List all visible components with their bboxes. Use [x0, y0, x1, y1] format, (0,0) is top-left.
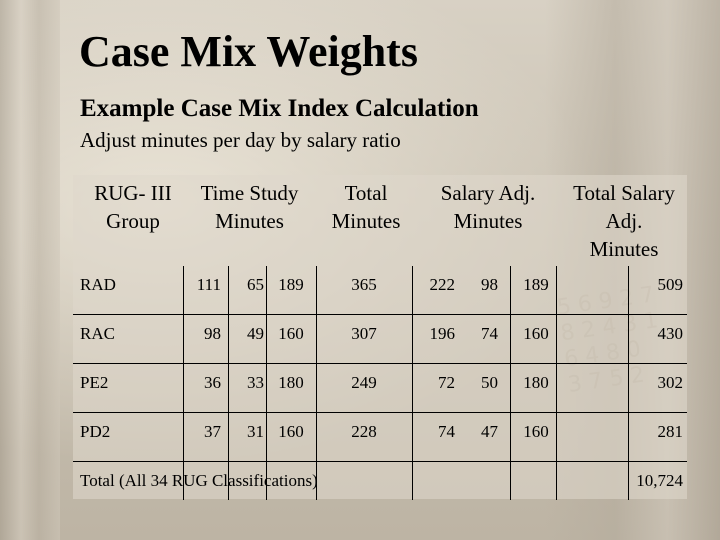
cell-time-study-3: 189	[278, 275, 304, 294]
table-panel	[73, 175, 687, 499]
cell-salary-adj-1: 196	[429, 324, 456, 343]
cell-salary-adj-3: 180	[523, 373, 549, 392]
grid-hline-0	[73, 314, 687, 315]
cell-total-salary-adj: 509	[657, 275, 684, 294]
data-table-grid	[73, 266, 687, 500]
header-time-study-minutes: Time Study Minutes	[200, 181, 299, 233]
grid-hline-3	[73, 461, 687, 462]
cell-time-study-1: 111	[196, 275, 221, 294]
cell-total-minutes: 365	[351, 275, 377, 294]
cell-rug-group: RAC	[80, 324, 115, 343]
cell-rug-group: PE2	[80, 373, 109, 392]
grid-vline-7	[628, 266, 629, 500]
grid-vline-2	[266, 266, 267, 500]
cell-time-study-1: 36	[204, 373, 221, 392]
cell-time-study-2: 49	[247, 324, 264, 343]
cell-salary-adj-1: 72	[438, 373, 455, 392]
grid-vline-3	[316, 266, 317, 500]
slide-caption: Adjust minutes per day by salary ratio	[80, 128, 401, 152]
cell-total-minutes: 228	[351, 422, 377, 441]
cell-rug-group: RAD	[80, 275, 116, 294]
cell-salary-adj-3: 160	[523, 422, 549, 441]
grid-vline-0	[183, 266, 184, 500]
total-row-value: 10,724	[636, 471, 683, 490]
grid-hline-1	[73, 363, 687, 364]
grid-vline-5	[510, 266, 511, 500]
header-total-salary-adj-minutes: Total Salary Adj. Minutes	[573, 181, 675, 261]
cell-salary-adj-1: 222	[429, 275, 456, 294]
cell-salary-adj-3: 160	[523, 324, 549, 343]
cell-salary-adj-1: 74	[438, 422, 455, 441]
cell-time-study-2: 65	[247, 275, 264, 294]
cell-salary-adj-2: 98	[481, 275, 498, 294]
cell-rug-group: PD2	[80, 422, 111, 441]
grid-hline-2	[73, 412, 687, 413]
header-total-minutes: Total Minutes	[331, 181, 401, 233]
cell-time-study-3: 180	[278, 373, 304, 392]
cell-salary-adj-2: 50	[481, 373, 498, 392]
cell-salary-adj-3: 189	[523, 275, 549, 294]
total-row-label: Total (All 34 RUG Classifications)	[80, 471, 318, 490]
cell-time-study-2: 33	[247, 373, 264, 392]
cell-total-salary-adj: 430	[657, 324, 684, 343]
grid-vline-6	[556, 266, 557, 500]
cell-time-study-3: 160	[278, 422, 304, 441]
cell-time-study-2: 31	[247, 422, 264, 441]
cell-total-minutes: 249	[351, 373, 377, 392]
cell-total-salary-adj: 302	[657, 373, 684, 392]
cell-total-minutes: 307	[351, 324, 377, 343]
slide-subtitle: Example Case Mix Index Calculation	[80, 95, 479, 122]
background-pillar-left	[0, 0, 60, 540]
cell-time-study-1: 37	[204, 422, 221, 441]
cell-time-study-1: 98	[204, 324, 221, 343]
grid-vline-4	[412, 266, 413, 500]
header-rug-group: RUG- III Group	[94, 181, 172, 233]
header-salary-adj-minutes: Salary Adj. Minutes	[440, 181, 536, 233]
cell-salary-adj-2: 47	[481, 422, 498, 441]
slide-title: Case Mix Weights	[79, 27, 418, 76]
grid-vline-1	[228, 266, 229, 500]
cell-salary-adj-2: 74	[481, 324, 498, 343]
cell-time-study-3: 160	[278, 324, 304, 343]
cell-total-salary-adj: 281	[657, 422, 684, 441]
